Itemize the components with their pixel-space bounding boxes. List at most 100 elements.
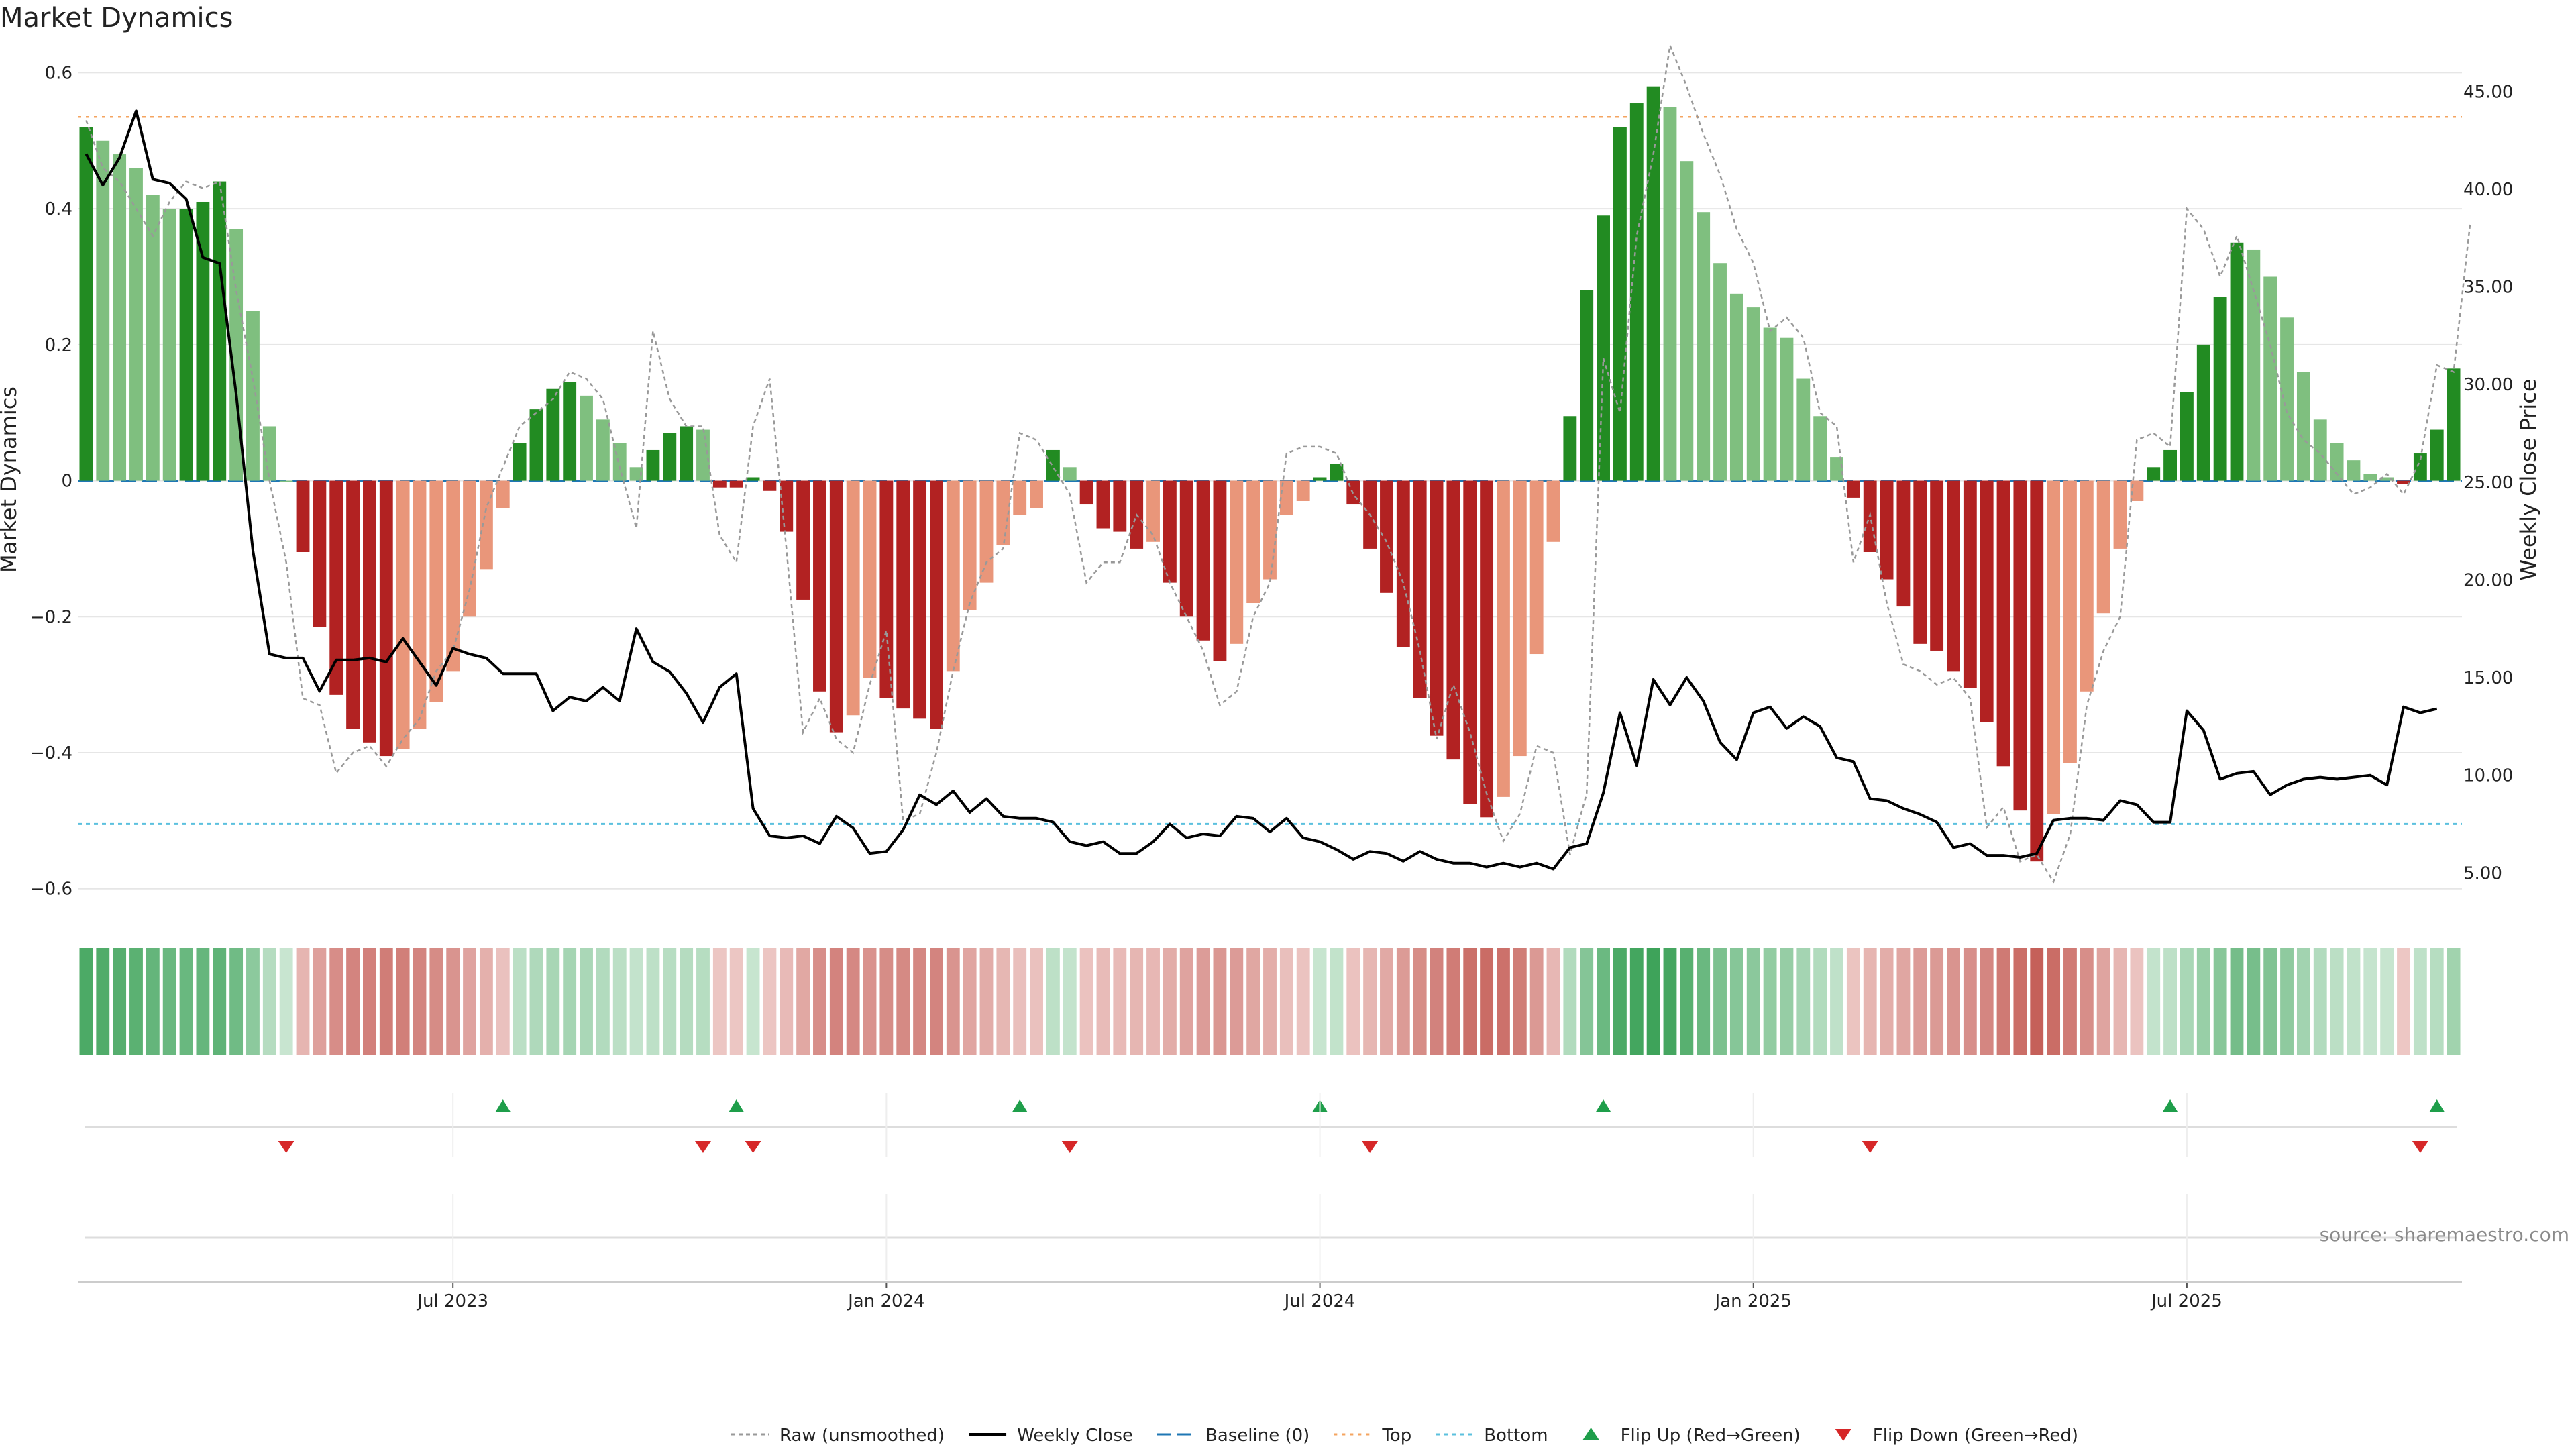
heat-strip-cell xyxy=(1130,948,1144,1055)
market-dynamics-bar xyxy=(429,480,443,702)
market-dynamics-bar xyxy=(179,209,193,481)
legend-item: Bottom xyxy=(1436,1426,1548,1446)
legend-label: Raw (unsmoothed) xyxy=(780,1426,945,1446)
market-dynamics-bar xyxy=(1246,480,1260,604)
heat-strip-cell xyxy=(1546,948,1560,1055)
heat-strip-cell xyxy=(79,948,93,1055)
market-dynamics-bar xyxy=(2180,392,2194,481)
heat-strip-cell xyxy=(646,948,660,1055)
heat-strip-cell xyxy=(1413,948,1427,1055)
market-dynamics-bar xyxy=(646,449,660,481)
legend-item: Weekly Close xyxy=(969,1426,1133,1446)
heat-strip-cell xyxy=(2013,948,2027,1055)
heat-strip-cell xyxy=(1697,948,1711,1055)
heat-strip-cell xyxy=(1896,948,1911,1055)
market-dynamics-bar xyxy=(1697,212,1711,481)
market-dynamics-bar xyxy=(863,480,877,678)
market-dynamics-bar xyxy=(2380,477,2394,481)
heat-strip-cell xyxy=(2280,948,2294,1055)
market-dynamics-bar xyxy=(2130,480,2144,501)
market-dynamics-bar xyxy=(829,480,843,733)
market-dynamics-bar xyxy=(2080,480,2094,692)
market-dynamics-bar xyxy=(1146,480,1160,542)
market-dynamics-bar xyxy=(1263,480,1277,580)
market-dynamics-bar xyxy=(113,154,127,481)
heat-strip-cell xyxy=(1313,948,1327,1055)
heat-strip-cell xyxy=(1863,948,1877,1055)
market-dynamics-bar xyxy=(546,388,560,481)
heat-strip-cell xyxy=(2313,948,2327,1055)
heat-strip-cell xyxy=(446,948,460,1055)
market-dynamics-bar xyxy=(2063,480,2077,763)
market-dynamics-bar xyxy=(1663,107,1677,481)
heat-strip-cell xyxy=(1046,948,1060,1055)
heat-strip-cell xyxy=(1646,948,1660,1055)
heat-strip-cell xyxy=(1163,948,1177,1055)
market-dynamics-bar xyxy=(313,480,327,627)
heat-strip-cell xyxy=(680,948,694,1055)
y2-tick-label: 30.00 xyxy=(2463,375,2513,395)
market-dynamics-bar xyxy=(1179,480,1193,617)
market-dynamics-bar xyxy=(596,419,610,481)
heat-strip-cell xyxy=(2330,948,2344,1055)
heat-strip-cell xyxy=(1363,948,1377,1055)
heat-strip-cell xyxy=(1580,948,1594,1055)
legend-label: Top xyxy=(1381,1426,1411,1446)
x-tick-label: Jan 2025 xyxy=(1713,1291,1792,1311)
market-dynamics-bar xyxy=(746,477,760,481)
market-dynamics-bar xyxy=(780,480,794,532)
market-dynamics-bar xyxy=(1713,263,1727,481)
market-dynamics-bar xyxy=(2247,249,2261,481)
heat-strip-cell xyxy=(1079,948,1093,1055)
heat-strip-cell xyxy=(329,948,343,1055)
heat-strip-cell xyxy=(479,948,493,1055)
legend-label: Flip Up (Red→Green) xyxy=(1621,1426,1801,1446)
market-dynamics-bar xyxy=(2280,317,2294,481)
heat-strip-cell xyxy=(1597,948,1610,1055)
market-dynamics-bar xyxy=(463,480,476,617)
heat-strip-cell xyxy=(2196,948,2210,1055)
market-dynamics-bar xyxy=(879,480,894,698)
market-dynamics-bar xyxy=(729,480,743,488)
flip-markers xyxy=(85,1099,2457,1239)
heat-strip-cell xyxy=(1780,948,1794,1055)
heat-strip-cell xyxy=(696,948,710,1055)
market-dynamics-bar xyxy=(663,433,677,481)
heat-strip-cell xyxy=(529,948,543,1055)
market-dynamics-bar xyxy=(2296,372,2310,481)
heat-strip-cell xyxy=(2380,948,2394,1055)
heat-strip-cell xyxy=(496,948,510,1055)
reference-lines xyxy=(78,116,2462,825)
market-dynamics-bar xyxy=(1996,480,2010,767)
legend-label: Bottom xyxy=(1484,1426,1548,1446)
market-dynamics-bar xyxy=(846,480,860,716)
heat-strip-cell xyxy=(996,948,1010,1055)
market-dynamics-bar xyxy=(379,480,393,757)
heat-strip-cell xyxy=(879,948,894,1055)
market-dynamics-bar xyxy=(1880,480,1894,580)
market-dynamics-bar xyxy=(2147,467,2161,481)
heat-strip-cell xyxy=(1446,948,1460,1055)
market-dynamics-bar xyxy=(2430,429,2444,481)
market-dynamics-bar xyxy=(496,480,510,508)
heat-strip-cell xyxy=(1230,948,1244,1055)
heat-strip-cell xyxy=(2047,948,2061,1055)
y2-tick-label: 15.00 xyxy=(2463,668,2513,688)
heat-strip-cell xyxy=(1729,948,1743,1055)
flip-down-marker xyxy=(1061,1141,1078,1153)
heat-strip-cell xyxy=(596,948,610,1055)
heat-strip-cell xyxy=(663,948,677,1055)
heat-strip-cell xyxy=(712,948,727,1055)
heat-strip-cell xyxy=(363,948,376,1055)
heat-strip-cell xyxy=(796,948,810,1055)
heat-strip-cell xyxy=(229,948,244,1055)
heat-strip-cell xyxy=(1146,948,1160,1055)
y-tick-label: 0.6 xyxy=(45,63,72,83)
y-tick-label: −0.2 xyxy=(30,607,72,627)
market-dynamics-bar xyxy=(2330,443,2344,481)
flip-up-marker xyxy=(2429,1099,2445,1112)
market-dynamics-bar xyxy=(1313,477,1327,481)
market-dynamics-bar xyxy=(296,480,310,552)
x-tick-label: Jul 2023 xyxy=(416,1291,488,1311)
market-dynamics-bar xyxy=(913,480,927,719)
